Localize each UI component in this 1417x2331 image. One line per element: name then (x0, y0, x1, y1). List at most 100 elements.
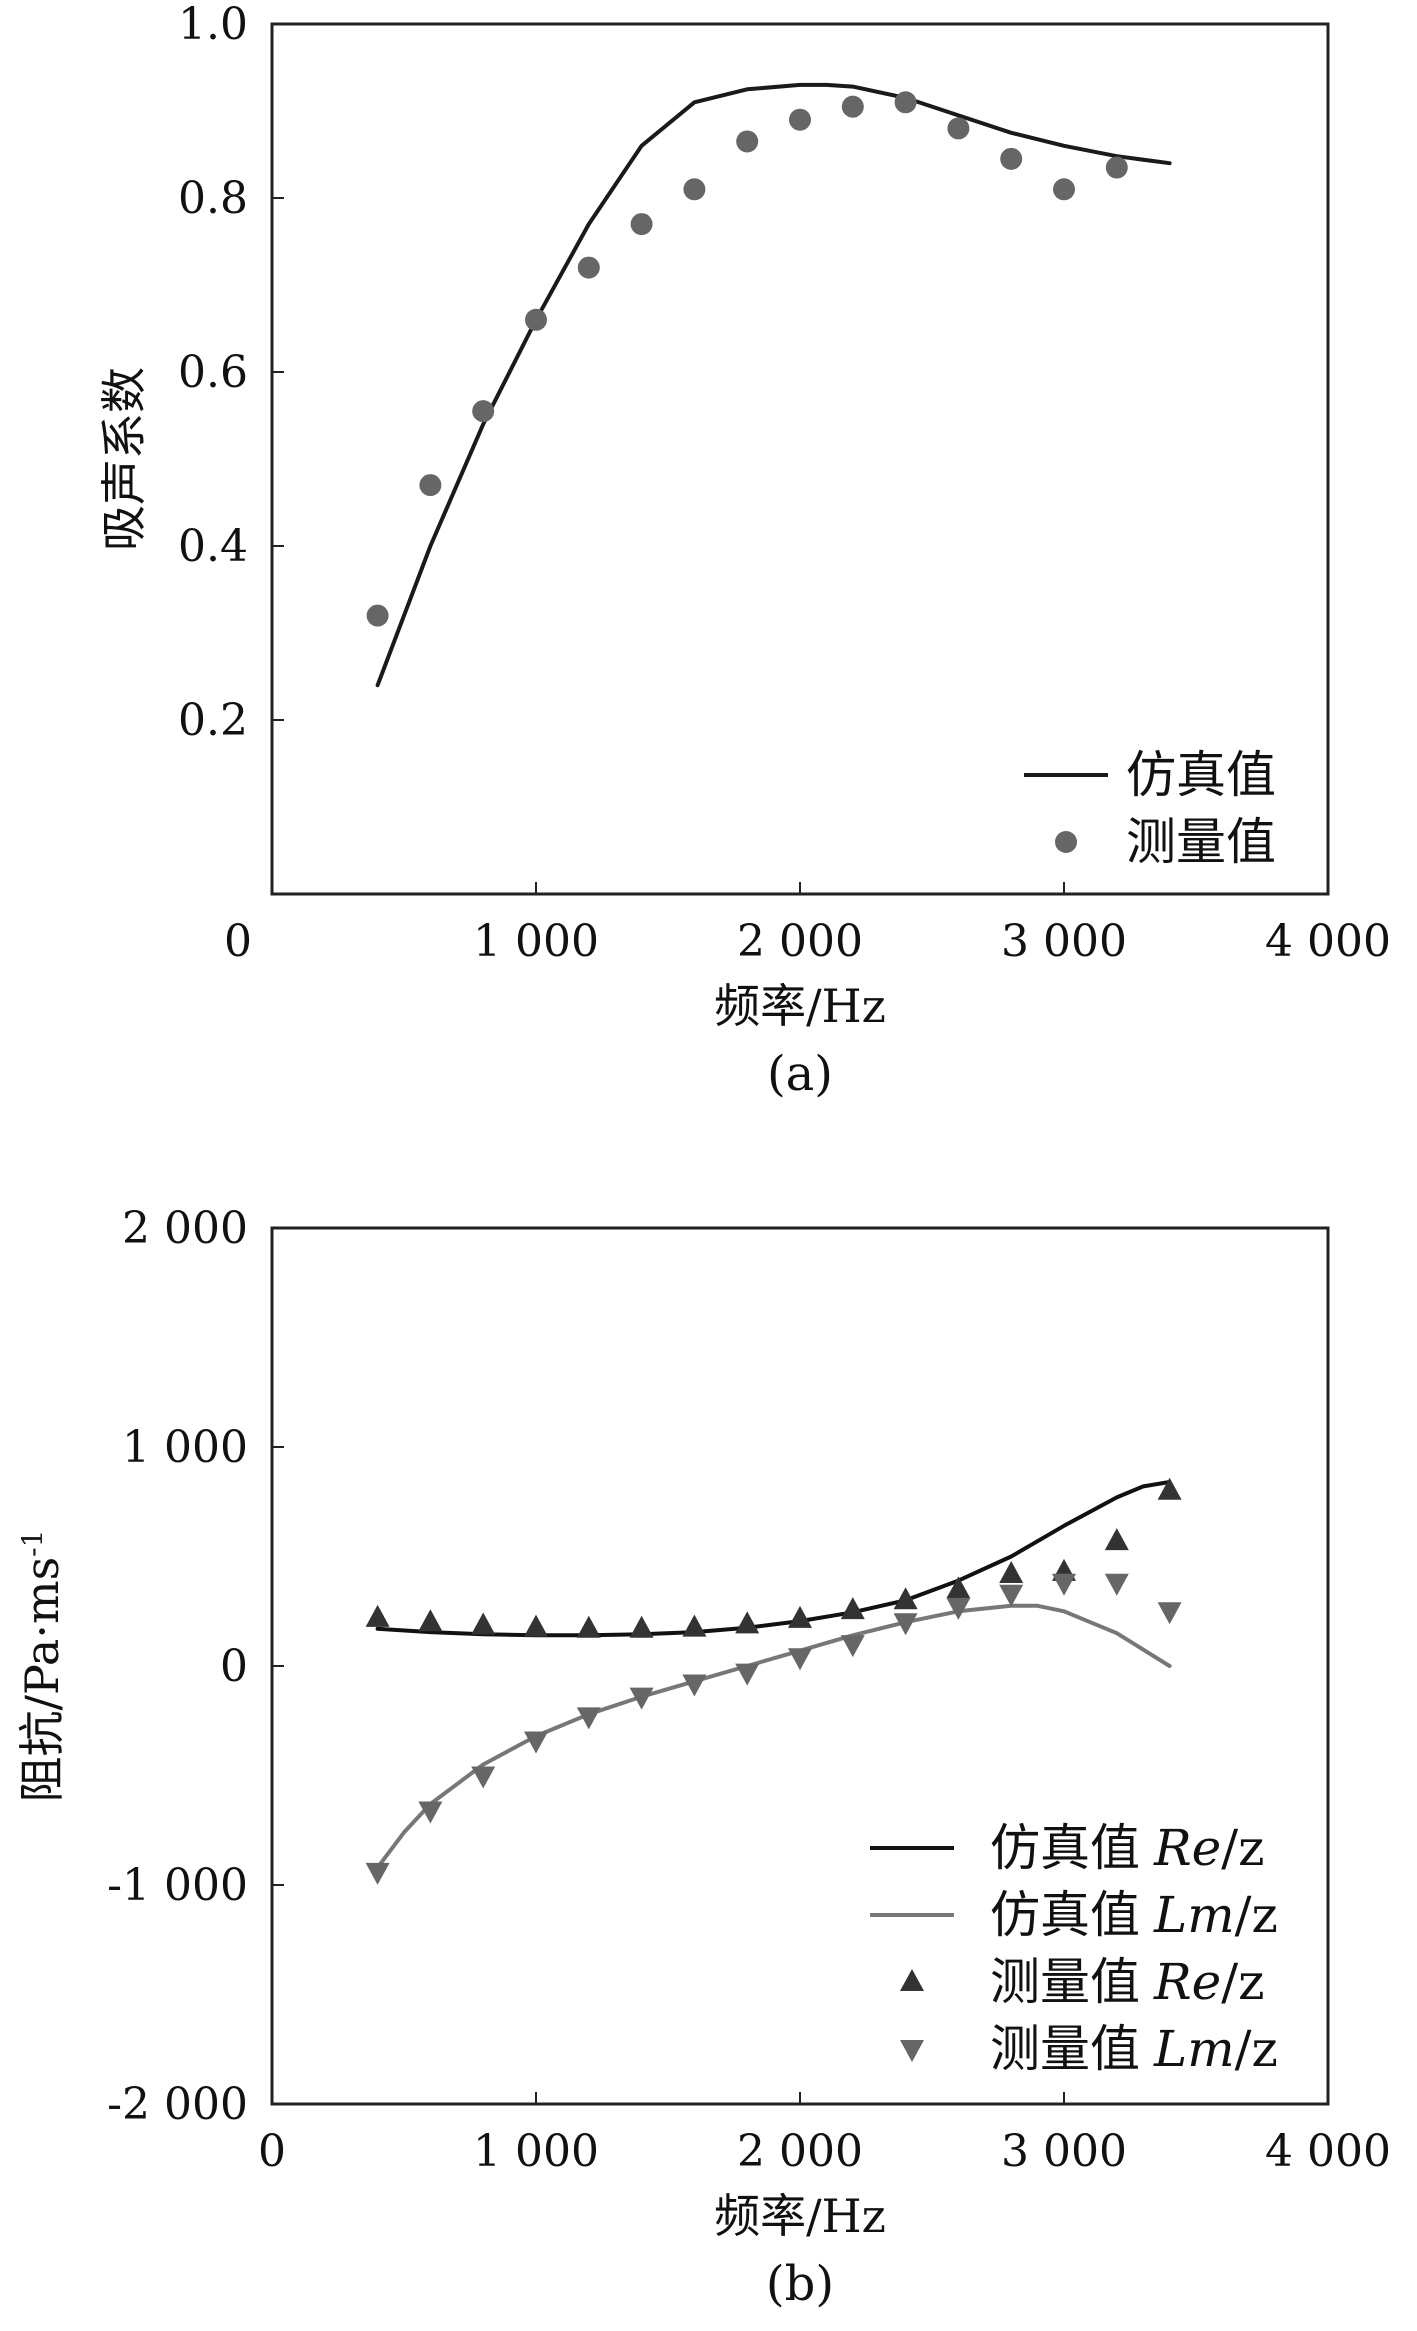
data-point (735, 1663, 760, 1686)
data-point (524, 1731, 548, 1754)
data-point (1000, 147, 1023, 170)
legend-item: 测量值 Re/z (900, 1953, 1264, 2011)
x-tick-label: 0 (224, 916, 252, 967)
legend-label-prefix: 仿真值 (990, 1819, 1140, 1877)
data-point (1053, 178, 1075, 201)
legend-item: 测量值 (1055, 813, 1276, 871)
data-point (418, 1609, 443, 1632)
data-point (999, 1584, 1024, 1607)
y-tick-label: 2 000 (122, 1203, 248, 1254)
data-point (525, 308, 547, 331)
data-point (735, 1611, 760, 1634)
x-tick-label: 0 (258, 2126, 286, 2177)
data-point (1052, 1573, 1076, 1596)
y-axis-label-superscript: -1 (16, 1530, 49, 1557)
data-point (471, 1766, 496, 1789)
data-point (946, 1576, 971, 1599)
legend-marker-swatch (900, 2040, 924, 2062)
y-tick-label: 1.0 (178, 0, 248, 50)
data-point (999, 1561, 1024, 1584)
data-point (788, 1605, 812, 1628)
data-point (682, 1674, 707, 1697)
legend-label: 仿真值 Lm/z (990, 1886, 1278, 1944)
data-point (840, 1597, 865, 1620)
series-line-0 (375, 1480, 1172, 1638)
data-point (524, 1614, 548, 1637)
x-tick-label: 1 000 (473, 916, 599, 967)
y-tick-label: 0.6 (178, 347, 248, 398)
legend-item: 测量值 Lm/z (900, 2020, 1278, 2078)
legend-label-italic: Re (1153, 1953, 1221, 2011)
data-point (366, 604, 389, 627)
data-point (1157, 1602, 1182, 1625)
legend-label-prefix: 测量值 (990, 2020, 1140, 2078)
data-point (1104, 1528, 1129, 1551)
data-point (576, 1707, 601, 1730)
data-point (841, 95, 864, 118)
x-tick-label: 2 000 (737, 916, 863, 967)
y-axis-label: 阻抗/Pa·ms-1 (15, 1530, 69, 1803)
legend-label-prefix: 仿真值 (990, 1886, 1140, 1944)
y-axis-label-text: 吸声系数 (97, 367, 151, 551)
y-axis-label-text: 阻抗/Pa·ms (15, 1557, 69, 1803)
legend-label-italic: Lm (1153, 2020, 1235, 2078)
legend-label: 仿真值 Re/z (990, 1819, 1264, 1877)
y-tick-label: 0 (220, 1641, 248, 1692)
legend-marker-swatch (1055, 831, 1077, 853)
y-tick-label: 0.8 (178, 173, 248, 224)
data-point (419, 474, 442, 497)
data-point (947, 117, 970, 140)
chart-panel-a: 0 1 000 2 000 3 000 4 000 0.2 0.4 0.6 0.8 1.0 频率/H… (97, 0, 1391, 1102)
legend-label: 测量值 (1126, 813, 1276, 871)
data-point (629, 1687, 654, 1710)
legend-label-suffix: /z (1235, 1886, 1278, 1944)
legend-label-suffix: /z (1221, 1953, 1264, 2011)
x-axis-label: 频率/Hz (714, 2189, 886, 2243)
panel-caption: (a) (767, 1046, 833, 1102)
x-tick-label: 4 000 (1265, 916, 1391, 967)
legend-label-suffix: /z (1235, 2020, 1278, 2078)
data-point (365, 1862, 390, 1885)
chart-panel-b: 0 1 000 2 000 3 000 4 000 -2 000 -1 000 0 1 000 2… (15, 1203, 1391, 2312)
x-tick-label: 2 000 (737, 2126, 863, 2177)
x-axis-label: 频率/Hz (714, 979, 886, 1033)
data-point (788, 1648, 812, 1671)
legend-marker-swatch (900, 1969, 924, 1991)
data-point (946, 1597, 971, 1620)
y-tick-label: 1 000 (122, 1422, 248, 1473)
y-tick-label: -2 000 (107, 2079, 248, 2130)
data-point (1105, 156, 1128, 179)
legend-label: 测量值 Re/z (990, 1953, 1264, 2011)
data-point (471, 1612, 496, 1635)
data-point (736, 130, 759, 153)
x-tick-label: 3 000 (1001, 2126, 1127, 2177)
legend-label-prefix: 测量值 (990, 1953, 1140, 2011)
data-point (893, 1587, 918, 1610)
legend-label: 测量值 Lm/z (990, 2020, 1278, 2078)
data-point (682, 1614, 707, 1637)
data-point (1157, 1477, 1182, 1500)
panel-caption: (b) (766, 2256, 834, 2312)
data-point (472, 400, 495, 423)
data-point (893, 1613, 918, 1636)
data-point (840, 1635, 865, 1658)
x-tick-label: 4 000 (1265, 2126, 1391, 2177)
x-tick-label: 1 000 (473, 2126, 599, 2177)
data-point (418, 1801, 443, 1824)
data-point (630, 213, 653, 236)
y-axis-label: 吸声系数 (97, 367, 151, 551)
legend-label-suffix: /z (1221, 1819, 1264, 1877)
data-point (789, 108, 811, 131)
y-tick-label: -1 000 (107, 1860, 248, 1911)
y-tick-label: 0.4 (178, 521, 248, 572)
data-point (576, 1615, 601, 1638)
legend-label: 仿真值 (1126, 746, 1276, 804)
y-tick-label: 0.2 (178, 695, 248, 746)
data-point (577, 256, 600, 279)
data-point (365, 1604, 390, 1627)
series-line-0 (375, 82, 1172, 688)
data-point (1104, 1573, 1129, 1596)
